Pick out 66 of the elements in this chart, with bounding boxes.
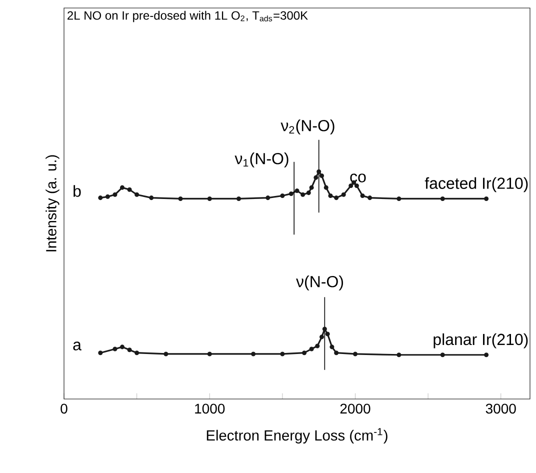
- point: [484, 352, 489, 358]
- ref-line-label: ν(N-O): [296, 276, 344, 290]
- point: [280, 193, 285, 198]
- point: [360, 193, 365, 198]
- point: [396, 196, 402, 201]
- point: [300, 192, 306, 197]
- point: [98, 350, 103, 356]
- point: [314, 175, 318, 180]
- series-label: faceted Ir(210): [424, 177, 528, 192]
- point: [368, 196, 372, 200]
- point: [134, 350, 140, 356]
- point: [396, 352, 402, 358]
- point: [288, 191, 294, 196]
- point: [207, 352, 212, 356]
- point: [440, 352, 445, 358]
- point: [440, 196, 445, 201]
- point: [127, 187, 132, 192]
- point: [178, 196, 183, 201]
- point: [207, 196, 212, 201]
- point: [127, 348, 132, 352]
- point: [164, 352, 168, 356]
- x-tick-label: 1000: [195, 404, 225, 414]
- point: [334, 350, 339, 356]
- point: [105, 194, 110, 199]
- point: [266, 196, 270, 200]
- y-axis-title: Intensity (a. u.): [46, 155, 60, 252]
- x-tick-label: 2000: [340, 404, 370, 414]
- point: [134, 192, 140, 197]
- point: [236, 196, 242, 201]
- point: [112, 192, 118, 197]
- point: [309, 185, 314, 190]
- point: [98, 196, 103, 200]
- point: [328, 193, 333, 198]
- point: [334, 196, 339, 200]
- point: [330, 344, 334, 350]
- point: [324, 185, 328, 190]
- point: [348, 183, 354, 188]
- annotation: a: [73, 342, 82, 350]
- point: [309, 346, 314, 352]
- x-tick-label: 0: [60, 404, 68, 414]
- point: [319, 173, 324, 178]
- point: [294, 188, 300, 194]
- ref-line-label: ν$_{1}$(N-O): [234, 152, 288, 168]
- point: [354, 183, 359, 188]
- point: [341, 192, 346, 197]
- point: [149, 196, 154, 200]
- annotation: b: [74, 185, 81, 197]
- point: [306, 190, 311, 196]
- point: [484, 196, 489, 201]
- chart-title: 2L NO on Ir pre-dosed with 1L O$_{2}$, T$_{ads}$=300K: [68, 10, 308, 22]
- point: [112, 346, 118, 352]
- point: [319, 334, 324, 340]
- point: [120, 185, 125, 190]
- point: [325, 332, 330, 336]
- point: [316, 169, 322, 174]
- point: [280, 352, 285, 356]
- point: [302, 350, 307, 356]
- ref-line-label: ν$_{2}$(N-O): [280, 120, 334, 134]
- x-tick-label: 3000: [486, 404, 516, 414]
- x-axis-title: Electron Energy Loss (cm$^{-1}$): [206, 428, 388, 444]
- point: [120, 344, 125, 350]
- point: [251, 352, 256, 356]
- point: [315, 344, 320, 348]
- series-label: planar Ir(210): [434, 333, 528, 348]
- point: [352, 352, 358, 356]
- point: [322, 326, 327, 332]
